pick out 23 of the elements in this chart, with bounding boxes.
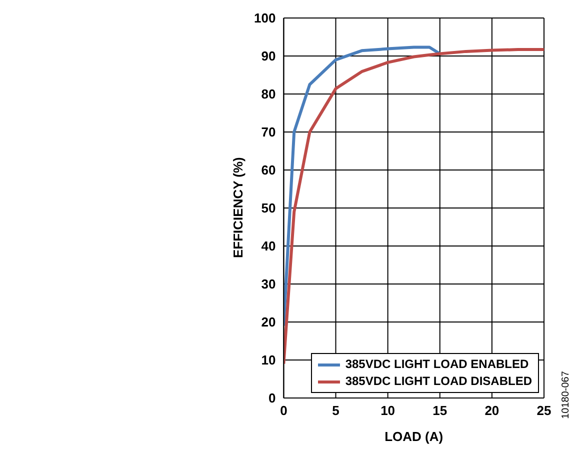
legend-label: 385VDC LIGHT LOAD ENABLED [345,356,529,373]
y-tick-label: 70 [261,124,276,140]
y-tick-label: 40 [261,238,276,254]
x-tick-label: 15 [432,403,448,418]
x-axis-title: LOAD (A) [384,429,444,444]
y-tick-label: 30 [261,276,276,292]
y-axis-title: EFFICIENCY (%) [230,157,246,258]
y-tick-label: 80 [261,86,276,102]
y-tick-label: 100 [254,10,276,26]
x-tick-label: 0 [280,403,288,418]
text: 10180-067 [560,371,572,419]
x-tick-label: 10 [380,403,396,418]
legend-label: 385VDC LIGHT LOAD DISABLED [345,373,532,390]
y-tick-label: 60 [261,162,276,178]
y-tick-label: 90 [261,48,276,64]
x-tick-label: 20 [484,403,500,418]
y-tick-label: 50 [261,200,276,216]
y-tick-label: 10 [261,352,276,368]
line-series [284,46,442,328]
x-tick-label: 25 [536,403,552,418]
y-tick-label: 20 [261,314,276,330]
y-tick-label: 0 [268,390,276,406]
x-tick-label: 5 [332,403,340,418]
